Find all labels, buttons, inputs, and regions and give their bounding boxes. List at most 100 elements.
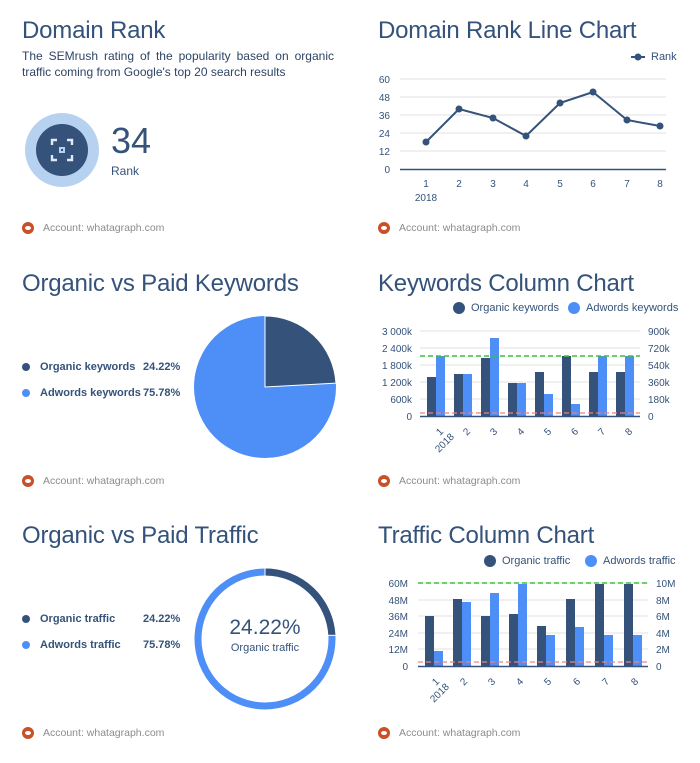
rank-label: Rank xyxy=(111,164,140,178)
svg-text:2: 2 xyxy=(456,179,462,190)
svg-text:12: 12 xyxy=(379,147,391,158)
svg-text:24: 24 xyxy=(379,129,391,140)
svg-text:3: 3 xyxy=(486,676,498,688)
svg-text:8: 8 xyxy=(657,179,663,190)
account-footer: Account: whatagraph.com xyxy=(378,475,520,487)
svg-text:0: 0 xyxy=(402,662,408,673)
legend-dot-icon xyxy=(585,555,597,567)
svg-text:10M: 10M xyxy=(656,579,675,590)
svg-text:4: 4 xyxy=(515,426,527,438)
account-footer: Account: whatagraph.com xyxy=(378,727,520,739)
legend-dot-icon xyxy=(22,641,30,649)
panel-title: Organic vs Paid Traffic xyxy=(22,522,259,549)
svg-text:2: 2 xyxy=(461,426,473,438)
legend-dot-icon xyxy=(22,615,30,623)
donut-center-value: 24.22% xyxy=(229,616,301,639)
rank-value: 34 xyxy=(111,120,152,161)
svg-text:0: 0 xyxy=(648,412,654,423)
legend-item-organic[interactable]: Organic keywords xyxy=(453,302,559,314)
svg-text:600k: 600k xyxy=(390,395,413,406)
account-label: Account: whatagraph.com xyxy=(43,222,165,234)
panel-title: Organic vs Paid Keywords xyxy=(22,270,299,297)
panel-title: Domain Rank Line Chart xyxy=(378,17,637,44)
legend-item-organic[interactable]: Organic traffic 24.22% xyxy=(22,613,180,625)
panel-title: Keywords Column Chart xyxy=(378,270,634,297)
keywords-column-chart: 3 000k 2 400k 1 800k 1 200k 600k 0 900k … xyxy=(382,327,671,455)
donut-center-label: Organic traffic xyxy=(230,642,300,654)
svg-text:0: 0 xyxy=(384,165,390,176)
account-label: Account: whatagraph.com xyxy=(399,475,521,487)
svg-text:36: 36 xyxy=(379,111,391,122)
account-label: Account: whatagraph.com xyxy=(399,222,521,234)
svg-text:5: 5 xyxy=(542,676,554,688)
panel-description: The SEMrush rating of the popularity bas… xyxy=(22,49,334,79)
svg-text:8: 8 xyxy=(629,676,641,688)
svg-text:900k: 900k xyxy=(648,327,671,338)
svg-text:4M: 4M xyxy=(656,629,670,640)
svg-text:7: 7 xyxy=(596,426,608,438)
svg-text:720k: 720k xyxy=(648,344,671,355)
legend-item-adwords[interactable]: Adwords traffic 75.78% xyxy=(22,639,180,651)
panel-title: Traffic Column Chart xyxy=(378,522,595,549)
svg-text:12M: 12M xyxy=(389,645,408,656)
svg-text:4: 4 xyxy=(514,676,526,688)
account-footer: Account: whatagraph.com xyxy=(378,222,520,234)
whatagraph-logo-icon xyxy=(378,222,390,234)
legend-item-organic[interactable]: Organic keywords 24.22% xyxy=(22,361,180,373)
chart-legend[interactable]: Rank xyxy=(631,51,677,63)
rank-badge-inner xyxy=(36,124,88,176)
svg-text:60M: 60M xyxy=(389,579,408,590)
svg-text:5: 5 xyxy=(542,426,554,438)
svg-text:0: 0 xyxy=(656,662,662,673)
legend-item-organic[interactable]: Organic traffic xyxy=(484,555,570,567)
traffic-column-chart: 60M 48M 36M 24M 12M 0 10M 8M 6M 4M 2M 0 xyxy=(389,579,676,705)
svg-text:1 800k: 1 800k xyxy=(382,361,413,372)
legend-label: Rank xyxy=(651,51,677,63)
x-axis-year: 2018 xyxy=(415,193,438,204)
svg-text:6: 6 xyxy=(590,179,596,190)
account-footer: Account: whatagraph.com xyxy=(22,727,164,739)
focus-frame-icon xyxy=(50,138,74,162)
whatagraph-logo-icon xyxy=(378,475,390,487)
whatagraph-logo-icon xyxy=(22,727,34,739)
legend-dot-icon xyxy=(453,302,465,314)
svg-text:2M: 2M xyxy=(656,645,670,656)
svg-text:3 000k: 3 000k xyxy=(382,327,413,338)
svg-text:180k: 180k xyxy=(648,395,671,406)
svg-text:60: 60 xyxy=(379,75,391,86)
legend-dot-icon xyxy=(568,302,580,314)
line-marker-icon xyxy=(631,53,645,61)
svg-text:8M: 8M xyxy=(656,596,670,607)
svg-text:3: 3 xyxy=(490,179,496,190)
account-label: Account: whatagraph.com xyxy=(43,727,165,739)
svg-text:2018: 2018 xyxy=(433,431,457,455)
whatagraph-logo-icon xyxy=(22,222,34,234)
account-footer: Account: whatagraph.com xyxy=(22,475,164,487)
svg-text:48: 48 xyxy=(379,93,391,104)
account-label: Account: whatagraph.com xyxy=(43,475,165,487)
svg-text:2018: 2018 xyxy=(428,681,452,705)
traffic-donut-chart[interactable] xyxy=(193,567,337,711)
legend-item-adwords[interactable]: Adwords keywords 75.78% xyxy=(22,387,180,399)
legend-dot-icon xyxy=(484,555,496,567)
svg-text:24M: 24M xyxy=(389,629,408,640)
legend-dot-icon xyxy=(22,363,30,371)
svg-text:3: 3 xyxy=(488,426,500,438)
legend-item-adwords[interactable]: Adwords keywords xyxy=(568,302,678,314)
svg-text:4: 4 xyxy=(523,179,529,190)
svg-text:8: 8 xyxy=(623,426,635,438)
account-footer: Account: whatagraph.com xyxy=(22,222,164,234)
rank-badge xyxy=(25,113,99,187)
svg-text:2 400k: 2 400k xyxy=(382,344,413,355)
svg-text:540k: 540k xyxy=(648,361,671,372)
svg-text:7: 7 xyxy=(624,179,630,190)
whatagraph-logo-icon xyxy=(378,727,390,739)
account-label: Account: whatagraph.com xyxy=(399,727,521,739)
keywords-pie-chart[interactable] xyxy=(193,315,337,459)
legend-dot-icon xyxy=(22,389,30,397)
legend-item-adwords[interactable]: Adwords traffic xyxy=(585,555,676,567)
svg-text:6: 6 xyxy=(569,426,581,438)
svg-text:6M: 6M xyxy=(656,612,670,623)
svg-text:48M: 48M xyxy=(389,596,408,607)
